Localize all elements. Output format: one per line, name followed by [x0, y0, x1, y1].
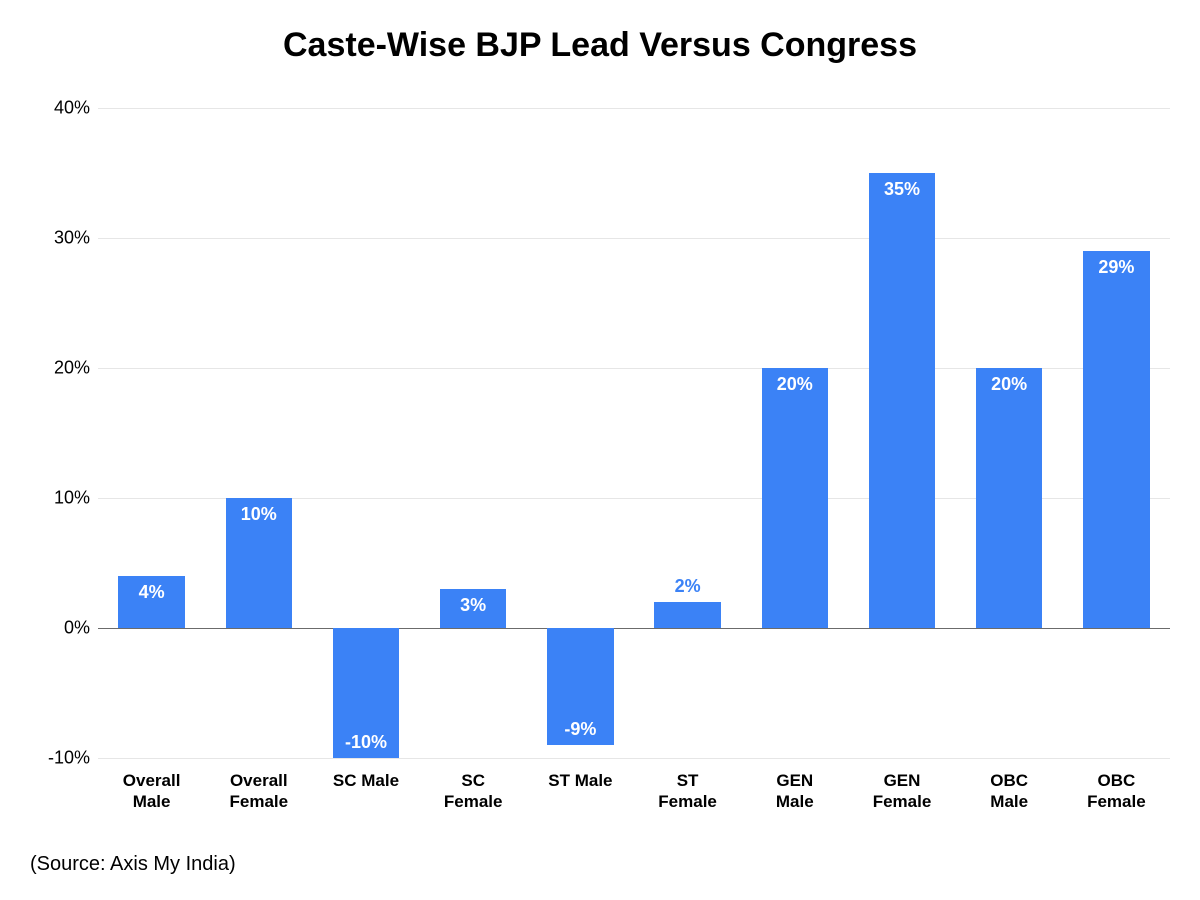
bar-value-label: 35%: [869, 179, 935, 200]
bar: [869, 173, 935, 628]
x-tick-label-line2: Male: [956, 791, 1063, 812]
x-tick-label-line2: Female: [205, 791, 312, 812]
x-tick-label-line1: GEN: [741, 770, 848, 791]
x-tick-label: STFemale: [634, 770, 741, 813]
x-tick-label: ST Male: [527, 770, 634, 791]
x-tick-label: GENMale: [741, 770, 848, 813]
x-tick-label-line1: ST Male: [527, 770, 634, 791]
bar-value-label: 10%: [226, 504, 292, 525]
y-tick-label: -10%: [48, 748, 90, 769]
x-tick-label-line2: Female: [1063, 791, 1170, 812]
x-tick-label: OBCFemale: [1063, 770, 1170, 813]
chart-title: Caste-Wise BJP Lead Versus Congress: [0, 26, 1200, 65]
bar-value-label: 20%: [976, 374, 1042, 395]
x-tick-label: OverallMale: [98, 770, 205, 813]
y-tick-label: 20%: [54, 358, 90, 379]
x-tick-label-line2: Female: [634, 791, 741, 812]
x-tick-label-line2: Female: [848, 791, 955, 812]
source-note: (Source: Axis My India): [30, 853, 236, 876]
x-tick-label-line2: Male: [98, 791, 205, 812]
bar: [976, 368, 1042, 628]
x-tick-label-line1: OBC: [956, 770, 1063, 791]
x-tick-label-line1: SC: [420, 770, 527, 791]
gridline: [98, 108, 1170, 109]
y-tick-label: 40%: [54, 98, 90, 119]
bar-value-label: 20%: [762, 374, 828, 395]
x-tick-label-line1: GEN: [848, 770, 955, 791]
x-tick-label-line1: OBC: [1063, 770, 1170, 791]
x-tick-label-line1: SC Male: [312, 770, 419, 791]
bar-value-label: 29%: [1083, 257, 1149, 278]
y-tick-label: 30%: [54, 228, 90, 249]
x-tick-label-line2: Male: [741, 791, 848, 812]
bar: [762, 368, 828, 628]
plot-area: 4% 10% -10% 3% -9% 2% 20% 35% 20% 29%: [98, 108, 1170, 758]
bar-value-label: 2%: [654, 576, 720, 597]
gridline-zero: [98, 628, 1170, 629]
x-tick-label-line2: Female: [420, 791, 527, 812]
gridline: [98, 238, 1170, 239]
chart-container: Caste-Wise BJP Lead Versus Congress 4% 10…: [0, 0, 1200, 900]
x-tick-label-line1: Overall: [205, 770, 312, 791]
gridline: [98, 758, 1170, 759]
x-tick-label: OBCMale: [956, 770, 1063, 813]
bar-value-label: 4%: [118, 582, 184, 603]
x-tick-label-line1: ST: [634, 770, 741, 791]
x-tick-label: GENFemale: [848, 770, 955, 813]
bar-value-label: 3%: [440, 595, 506, 616]
x-tick-label: SC Male: [312, 770, 419, 791]
bar: [1083, 251, 1149, 628]
y-tick-label: 0%: [64, 618, 90, 639]
x-tick-label-line1: Overall: [98, 770, 205, 791]
x-tick-label: SCFemale: [420, 770, 527, 813]
y-tick-label: 10%: [54, 488, 90, 509]
x-tick-label: OverallFemale: [205, 770, 312, 813]
bar-value-label: -9%: [547, 719, 613, 740]
bar: [654, 602, 720, 628]
bar-value-label: -10%: [333, 732, 399, 753]
